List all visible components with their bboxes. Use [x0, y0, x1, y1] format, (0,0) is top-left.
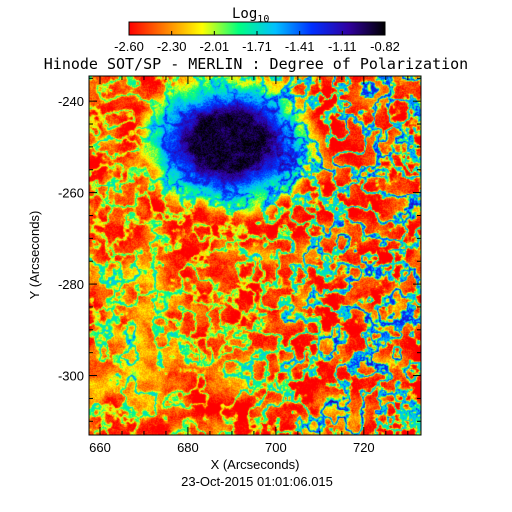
chart-title: Hinode SOT/SP - MERLIN : Degree of Polar… — [44, 55, 468, 73]
x-tick-label: 660 — [89, 440, 111, 455]
colorbar-tick-label: -2.01 — [200, 39, 230, 54]
x-axis-label: X (Arcseconds) — [211, 457, 300, 472]
x-tick-label: 720 — [353, 440, 375, 455]
colorbar-tick-label: -1.11 — [328, 39, 357, 54]
x-tick-label: 680 — [177, 440, 199, 455]
colorbar-tick-label: -2.60 — [114, 39, 144, 54]
y-tick-label: -300 — [58, 369, 84, 384]
colorbar-label-sub: 10 — [257, 14, 269, 25]
heatmap — [89, 76, 421, 435]
x-tick-label: 700 — [265, 440, 287, 455]
heatmap-image — [89, 76, 421, 435]
axes: 660 680 700 720 -240 -260 -280 -300 — [58, 76, 421, 455]
colorbar-ticks: -2.60 -2.30 -2.01 -1.71 -1.41 -1.11 -0.82 — [114, 31, 400, 54]
colorbar-label: Log10 — [232, 6, 269, 25]
colorbar-tick-label: -1.71 — [242, 39, 272, 54]
date-label: 23-Oct-2015 01:01:06.015 — [181, 474, 333, 489]
y-axis-label: Y (Arcseconds) — [27, 211, 42, 300]
colorbar-tick-label: -1.41 — [285, 39, 315, 54]
y-tick-label: -280 — [58, 277, 84, 292]
plot-frame — [88, 75, 422, 436]
colorbar-label-base: Log — [232, 6, 257, 22]
colorbar-tick-label: -2.30 — [157, 39, 187, 54]
colorbar-tick-label: -0.82 — [370, 39, 400, 54]
y-tick-label: -260 — [58, 186, 84, 201]
y-tick-label: -240 — [58, 94, 84, 109]
